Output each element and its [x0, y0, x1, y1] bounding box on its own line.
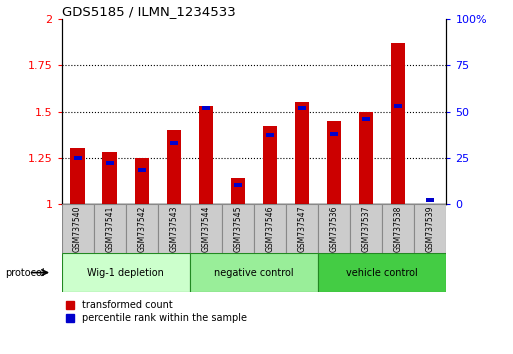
- Bar: [426, 198, 434, 202]
- Bar: [350, 204, 382, 253]
- Bar: [167, 130, 181, 204]
- Bar: [138, 169, 146, 172]
- Text: GSM737539: GSM737539: [426, 205, 435, 252]
- Bar: [190, 253, 318, 292]
- Bar: [263, 126, 277, 204]
- Text: Wig-1 depletion: Wig-1 depletion: [87, 268, 164, 278]
- Text: GDS5185 / ILMN_1234533: GDS5185 / ILMN_1234533: [62, 5, 235, 18]
- Text: GSM737541: GSM737541: [105, 205, 114, 252]
- Bar: [298, 106, 306, 110]
- Bar: [391, 44, 405, 204]
- Bar: [62, 204, 93, 253]
- Bar: [199, 106, 213, 204]
- Bar: [266, 133, 274, 137]
- Bar: [74, 155, 82, 160]
- Text: vehicle control: vehicle control: [346, 268, 418, 278]
- Text: GSM737538: GSM737538: [393, 205, 403, 252]
- Text: GSM737544: GSM737544: [201, 205, 210, 252]
- Text: GSM737542: GSM737542: [137, 205, 146, 252]
- Bar: [394, 104, 402, 108]
- Bar: [170, 141, 177, 145]
- Bar: [382, 204, 415, 253]
- Bar: [234, 183, 242, 187]
- Text: GSM737547: GSM737547: [298, 205, 307, 252]
- Bar: [202, 106, 210, 110]
- Text: GSM737537: GSM737537: [362, 205, 371, 252]
- Text: GSM737545: GSM737545: [233, 205, 243, 252]
- Text: GSM737540: GSM737540: [73, 205, 82, 252]
- Text: GSM737546: GSM737546: [265, 205, 274, 252]
- Bar: [231, 178, 245, 204]
- Bar: [62, 253, 190, 292]
- Text: GSM737543: GSM737543: [169, 205, 179, 252]
- Bar: [126, 204, 158, 253]
- Text: negative control: negative control: [214, 268, 294, 278]
- Bar: [106, 161, 113, 165]
- Bar: [318, 253, 446, 292]
- Bar: [134, 158, 149, 204]
- Bar: [362, 117, 370, 121]
- Bar: [330, 132, 338, 136]
- Text: protocol: protocol: [5, 268, 45, 278]
- Bar: [254, 204, 286, 253]
- Text: GSM737536: GSM737536: [329, 205, 339, 252]
- Bar: [415, 204, 446, 253]
- Bar: [222, 204, 254, 253]
- Bar: [359, 112, 373, 204]
- Bar: [295, 102, 309, 204]
- Bar: [103, 152, 117, 204]
- Bar: [70, 148, 85, 204]
- Bar: [327, 121, 341, 204]
- Bar: [190, 204, 222, 253]
- Bar: [158, 204, 190, 253]
- Legend: transformed count, percentile rank within the sample: transformed count, percentile rank withi…: [66, 301, 247, 323]
- Bar: [318, 204, 350, 253]
- Bar: [93, 204, 126, 253]
- Bar: [286, 204, 318, 253]
